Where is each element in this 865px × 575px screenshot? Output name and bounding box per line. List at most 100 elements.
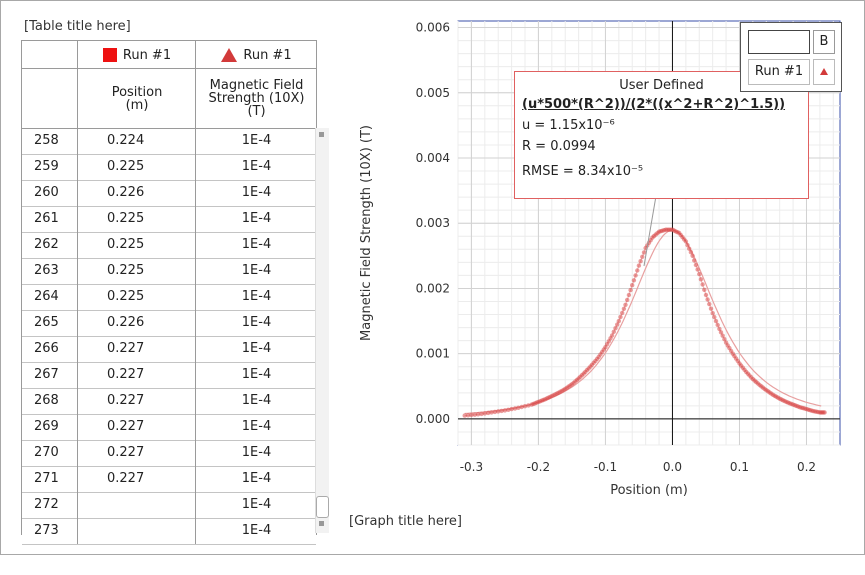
table-row[interactable]: 271 0.227 1E-4 [22, 466, 316, 493]
field-cell[interactable]: 1E-4 [195, 440, 316, 466]
position-cell[interactable]: 0.225 [77, 284, 195, 310]
position-cell[interactable]: 0.225 [77, 206, 195, 232]
field-cell[interactable]: 1E-4 [195, 414, 316, 440]
run-header-position[interactable]: Run #1 [77, 41, 196, 69]
data-point [630, 283, 635, 288]
table-row[interactable]: 272 1E-4 [22, 492, 316, 519]
table-row[interactable]: 273 1E-4 [22, 518, 316, 545]
legend-b-button[interactable]: B [813, 30, 835, 54]
data-point [509, 406, 514, 412]
table-row[interactable]: 270 0.227 1E-4 [22, 440, 316, 467]
row-number[interactable]: 268 [34, 393, 59, 408]
position-cell[interactable]: 0.225 [77, 154, 195, 180]
field-cell[interactable]: 1E-4 [195, 154, 316, 180]
data-point [489, 410, 494, 415]
data-point [621, 306, 627, 311]
data-point [685, 242, 690, 248]
position-cell[interactable]: 0.226 [77, 310, 195, 336]
scroll-down-arrow-icon[interactable] [319, 521, 324, 526]
field-cell[interactable]: 1E-4 [195, 336, 316, 362]
row-number[interactable]: 263 [34, 263, 59, 278]
table-row[interactable]: 267 0.227 1E-4 [22, 362, 316, 389]
legend-triangle-icon[interactable] [813, 59, 835, 85]
table-row[interactable]: 260 0.226 1E-4 [22, 180, 316, 207]
field-cell[interactable]: 1E-4 [195, 232, 316, 258]
fit-param-u: u = 1.15x10⁻⁶ [522, 118, 615, 133]
legend-run-label[interactable]: Run #1 [748, 59, 810, 85]
table-title[interactable]: [Table title here] [24, 19, 131, 34]
table-scrollbar[interactable] [315, 128, 329, 533]
data-point [611, 329, 616, 334]
scroll-up-arrow-icon[interactable] [319, 132, 324, 137]
row-number[interactable]: 266 [34, 341, 59, 356]
column-header-field[interactable]: Magnetic Field Strength (10X) (T) [195, 69, 317, 128]
field-cell[interactable]: 1E-4 [195, 310, 316, 336]
x-axis-label: Position (m) [610, 483, 688, 498]
legend-name-input[interactable] [748, 30, 810, 54]
curve-fit-box[interactable]: User Defined (u*500*(R^2))/(2*((x^2+R^2)… [514, 71, 809, 199]
table-row[interactable]: 258 0.224 1E-4 [22, 128, 316, 155]
position-cell[interactable]: 0.227 [77, 362, 195, 388]
row-number[interactable]: 261 [34, 211, 59, 226]
table-row[interactable]: 259 0.225 1E-4 [22, 154, 316, 181]
data-point [697, 271, 702, 277]
field-cell[interactable]: 1E-4 [195, 258, 316, 284]
x-tick-label: -0.1 [594, 460, 617, 474]
table-row[interactable]: 263 0.225 1E-4 [22, 258, 316, 285]
position-cell[interactable]: 0.227 [77, 440, 195, 466]
fit-param-r: R = 0.0994 [522, 139, 596, 154]
scroll-thumb[interactable] [316, 496, 329, 518]
row-number[interactable]: 265 [34, 315, 59, 330]
position-cell[interactable]: 0.227 [77, 336, 195, 362]
row-number[interactable]: 262 [34, 237, 59, 252]
field-cell[interactable]: 1E-4 [195, 180, 316, 206]
row-number[interactable]: 264 [34, 289, 59, 304]
table-row[interactable]: 264 0.225 1E-4 [22, 284, 316, 311]
row-number[interactable]: 273 [34, 523, 59, 538]
row-number[interactable]: 269 [34, 419, 59, 434]
data-point [822, 410, 827, 415]
row-number[interactable]: 272 [34, 497, 59, 512]
row-number[interactable]: 260 [34, 185, 59, 200]
row-number[interactable]: 271 [34, 471, 59, 486]
position-cell[interactable]: 0.225 [77, 258, 195, 284]
fit-rmse: RMSE = 8.34x10⁻⁵ [522, 164, 644, 179]
table-row[interactable]: 268 0.227 1E-4 [22, 388, 316, 415]
field-cell[interactable]: 1E-4 [195, 388, 316, 414]
data-point [496, 409, 501, 414]
column-header-position[interactable]: Position (m) [77, 69, 196, 128]
position-cell[interactable]: 0.227 [77, 388, 195, 414]
field-cell[interactable]: 1E-4 [195, 128, 316, 154]
position-cell[interactable] [77, 518, 195, 544]
position-cell[interactable]: 0.227 [77, 466, 195, 492]
table-row[interactable]: 262 0.225 1E-4 [22, 232, 316, 259]
field-cell[interactable]: 1E-4 [195, 466, 316, 492]
row-number[interactable]: 270 [34, 445, 59, 460]
table-row[interactable]: 261 0.225 1E-4 [22, 206, 316, 233]
table-row[interactable]: 269 0.227 1E-4 [22, 414, 316, 441]
table-row[interactable]: 265 0.226 1E-4 [22, 310, 316, 337]
position-cell[interactable]: 0.226 [77, 180, 195, 206]
position-cell[interactable] [77, 492, 195, 518]
field-cell[interactable]: 1E-4 [195, 518, 316, 544]
run-header-field[interactable]: Run #1 [195, 41, 317, 69]
run-label-field: Run #1 [243, 47, 292, 63]
field-cell[interactable]: 1E-4 [195, 492, 316, 518]
row-number[interactable]: 267 [34, 367, 59, 382]
data-points [462, 227, 827, 418]
position-cell[interactable]: 0.224 [77, 128, 195, 154]
data-point [625, 297, 630, 303]
y-tick-label: 0.002 [416, 281, 450, 295]
graph-title[interactable]: [Graph title here] [349, 514, 462, 529]
table-row[interactable]: 266 0.227 1E-4 [22, 336, 316, 363]
field-cell[interactable]: 1E-4 [195, 284, 316, 310]
x-tick-label: -0.2 [527, 460, 550, 474]
data-point [698, 277, 704, 282]
position-cell[interactable]: 0.225 [77, 232, 195, 258]
data-point [623, 302, 628, 307]
field-cell[interactable]: 1E-4 [195, 362, 316, 388]
position-cell[interactable]: 0.227 [77, 414, 195, 440]
row-number[interactable]: 259 [34, 159, 59, 174]
row-number[interactable]: 258 [34, 133, 59, 148]
field-cell[interactable]: 1E-4 [195, 206, 316, 232]
